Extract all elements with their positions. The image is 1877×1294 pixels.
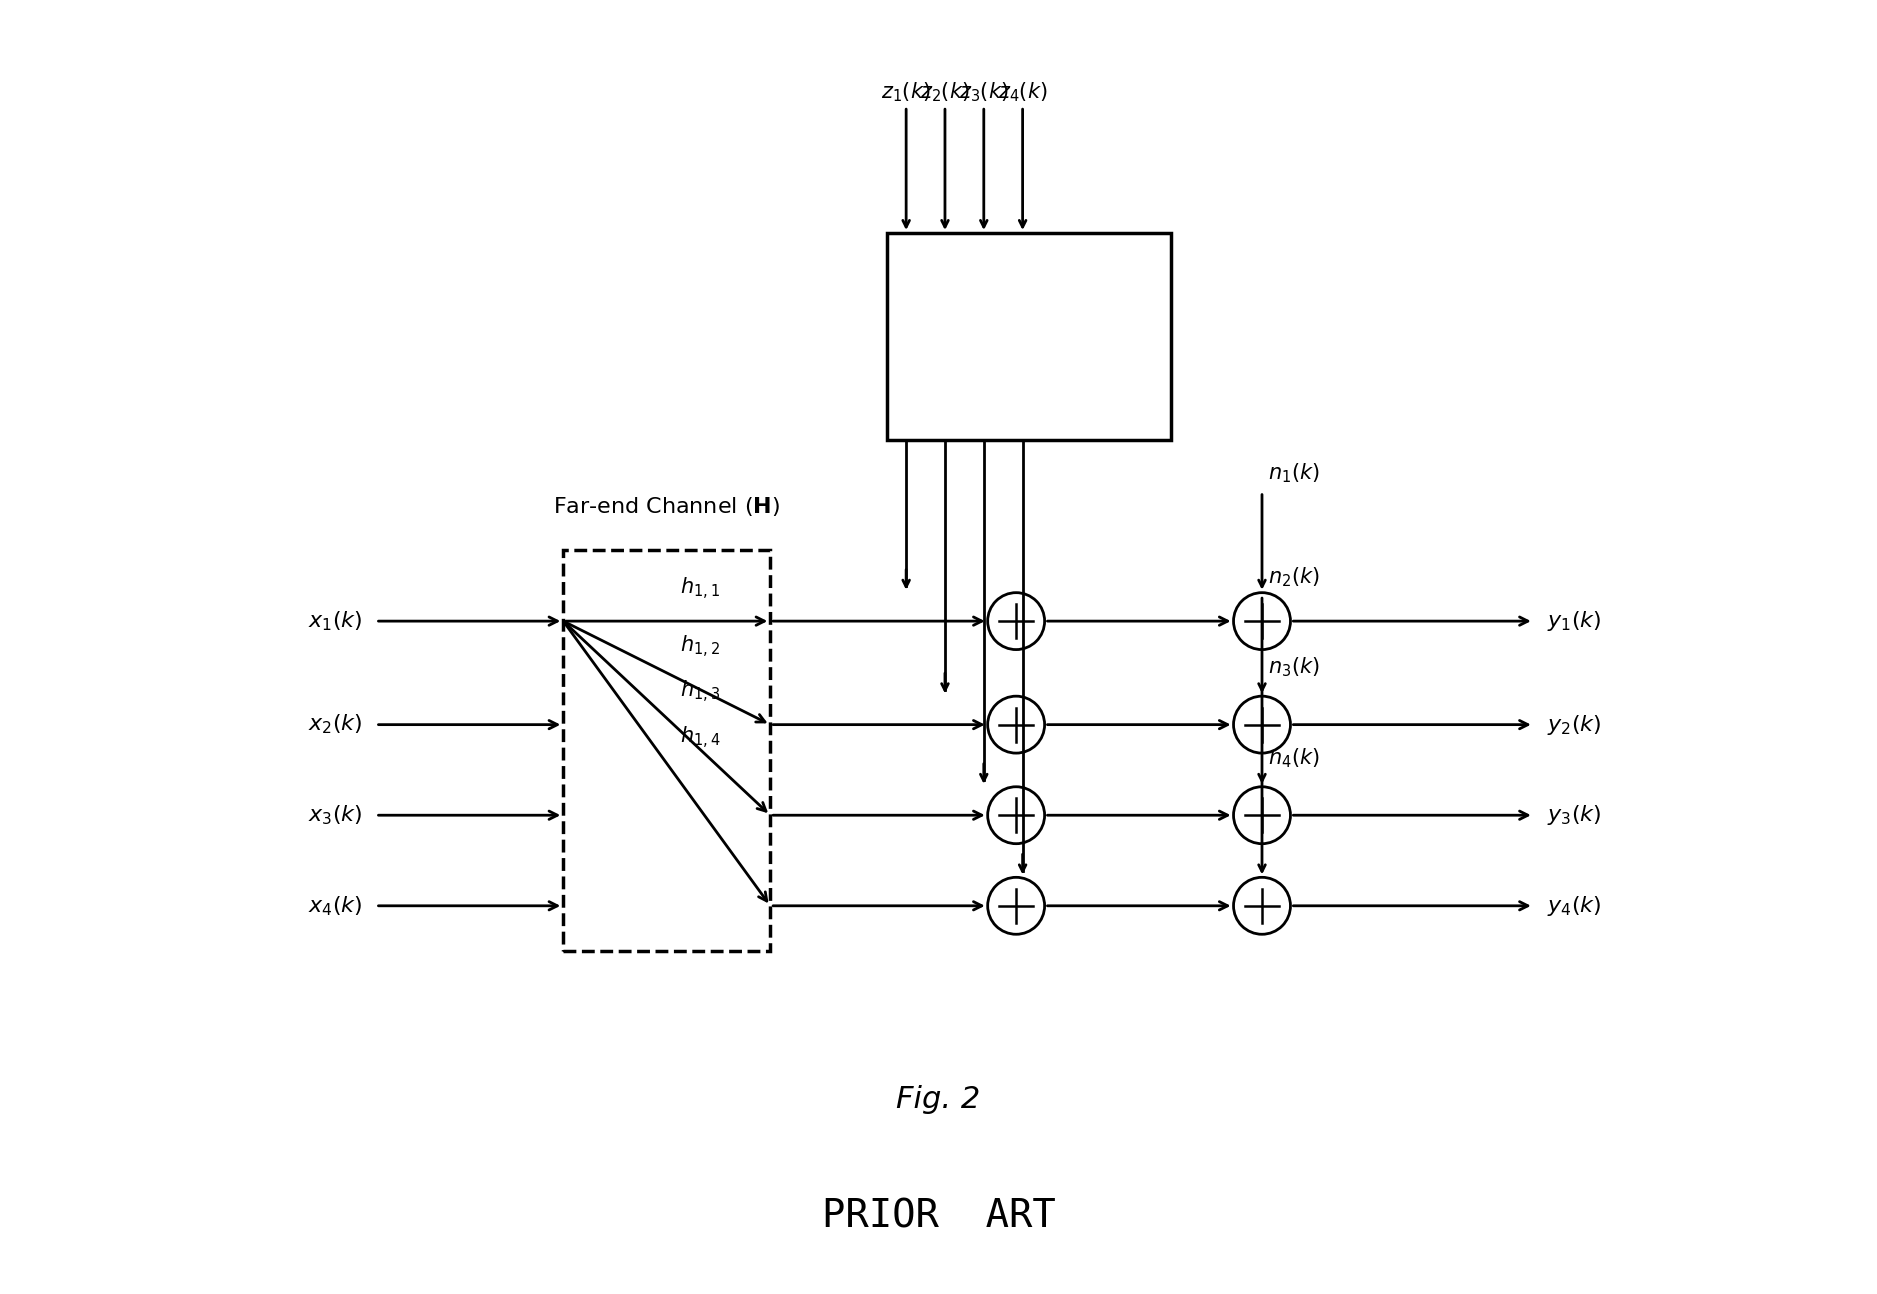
Text: $n_2(k)$: $n_2(k)$	[1269, 565, 1320, 589]
Text: $x_3(k)$: $x_3(k)$	[308, 804, 362, 827]
Text: PRIOR  ART: PRIOR ART	[822, 1197, 1055, 1236]
Text: $x_4(k)$: $x_4(k)$	[308, 894, 362, 917]
Text: $z_1(k)$: $z_1(k)$	[882, 80, 931, 226]
Text: Channel (G): Channel (G)	[963, 367, 1096, 388]
Text: Fig. 2: Fig. 2	[897, 1086, 980, 1114]
Text: $n_1(k)$: $n_1(k)$	[1269, 462, 1320, 485]
Text: $y_2(k)$: $y_2(k)$	[1547, 713, 1601, 736]
Text: $x_1(k)$: $x_1(k)$	[308, 609, 362, 633]
Text: $h_{1,1}$: $h_{1,1}$	[679, 576, 719, 602]
Text: $z_2(k)$: $z_2(k)$	[920, 80, 970, 226]
Text: Echo and NEXT: Echo and NEXT	[944, 295, 1113, 316]
Text: $n_4(k)$: $n_4(k)$	[1269, 747, 1320, 770]
Text: $y_3(k)$: $y_3(k)$	[1547, 804, 1601, 827]
Text: $z_4(k)$: $z_4(k)$	[999, 80, 1047, 226]
FancyBboxPatch shape	[563, 550, 770, 951]
Text: $h_{1,2}$: $h_{1,2}$	[679, 634, 719, 660]
Text: $y_4(k)$: $y_4(k)$	[1547, 894, 1601, 917]
Text: $x_2(k)$: $x_2(k)$	[308, 713, 362, 736]
FancyBboxPatch shape	[886, 233, 1171, 440]
Text: $h_{1,3}$: $h_{1,3}$	[679, 679, 719, 705]
Text: $n_3(k)$: $n_3(k)$	[1269, 656, 1320, 679]
Text: $h_{1,4}$: $h_{1,4}$	[679, 725, 721, 751]
Text: $z_3(k)$: $z_3(k)$	[959, 80, 1008, 226]
Text: Far-end Channel ($\mathbf{H}$): Far-end Channel ($\mathbf{H}$)	[554, 494, 781, 518]
Text: $y_1(k)$: $y_1(k)$	[1547, 609, 1601, 633]
